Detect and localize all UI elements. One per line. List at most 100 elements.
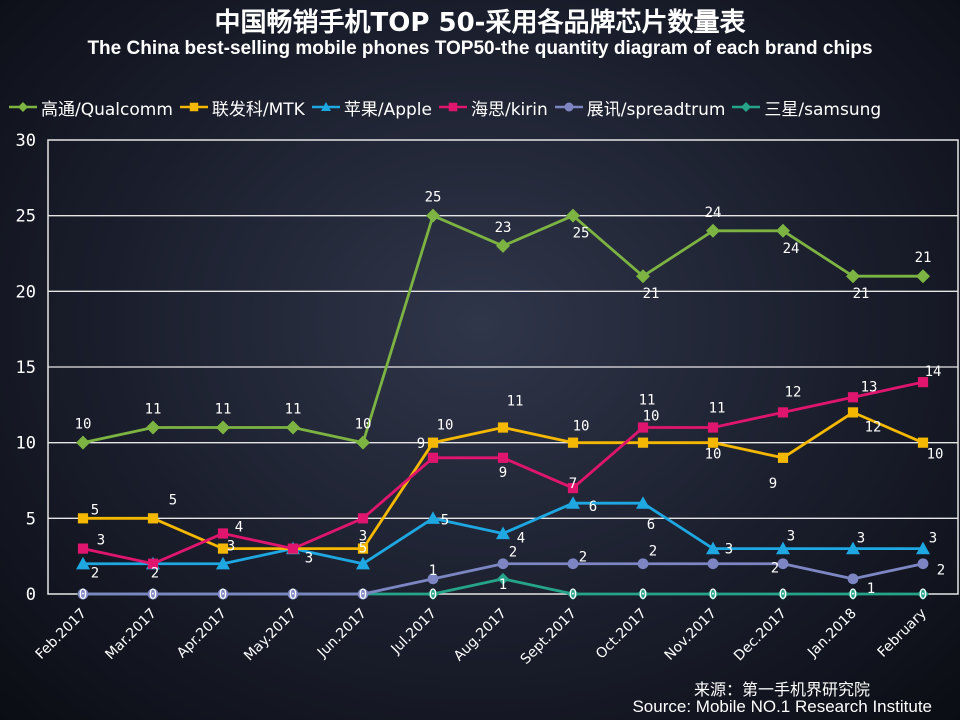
data-label: 7 xyxy=(569,476,577,492)
x-tick-label: Jan.2018 xyxy=(804,606,860,662)
data-point xyxy=(846,269,860,284)
data-point xyxy=(146,420,160,435)
data-label: 24 xyxy=(783,241,800,257)
data-label: 10 xyxy=(643,409,660,425)
data-point xyxy=(567,437,579,448)
source-cn: 来源：第一手机界研究院 xyxy=(693,680,870,699)
data-label: 0 xyxy=(779,587,787,603)
legend-marker xyxy=(448,102,458,112)
data-point xyxy=(287,543,299,554)
data-point xyxy=(216,556,230,570)
legend-label: 展讯/spreadtrum xyxy=(586,99,726,120)
data-point xyxy=(847,407,859,418)
data-label: 4 xyxy=(235,519,243,535)
x-tick-label: May.2017 xyxy=(241,606,300,665)
data-point xyxy=(776,223,790,238)
data-label: 5 xyxy=(441,512,449,528)
data-label: 14 xyxy=(925,364,942,380)
series-qualcomm xyxy=(76,208,930,450)
data-point xyxy=(777,407,789,418)
data-label: 11 xyxy=(639,393,656,409)
data-point xyxy=(497,422,509,433)
y-tick-label: 10 xyxy=(16,434,36,454)
y-tick-label: 5 xyxy=(26,509,36,529)
data-label: 1 xyxy=(867,581,875,597)
data-label: 4 xyxy=(517,530,525,546)
legend-item: 海思/kirin xyxy=(438,95,548,120)
data-label: 9 xyxy=(499,465,507,481)
data-label: 6 xyxy=(589,499,597,515)
data-label: 23 xyxy=(495,220,512,236)
data-point xyxy=(777,558,789,570)
x-tick-label: Dec.2017 xyxy=(731,606,790,665)
data-point xyxy=(217,528,229,539)
data-point xyxy=(356,435,370,450)
legend-item: 展讯/spreadtrum xyxy=(554,95,726,120)
legend-marker xyxy=(741,102,752,112)
data-point xyxy=(917,558,929,570)
data-point xyxy=(77,543,89,554)
y-tick-label: 25 xyxy=(16,207,36,227)
data-point xyxy=(637,558,649,570)
data-point xyxy=(847,588,859,600)
x-tick-label: Nov.2017 xyxy=(662,606,720,664)
data-label: 5 xyxy=(91,502,99,518)
x-tick-label: Feb.2017 xyxy=(33,606,90,663)
data-point xyxy=(147,588,159,600)
x-tick-label: Mar.2017 xyxy=(102,606,159,663)
data-label: 25 xyxy=(425,190,442,206)
legend-swatch xyxy=(9,102,37,112)
data-label: 10 xyxy=(75,417,92,433)
data-point xyxy=(776,541,790,555)
data-point xyxy=(497,558,509,570)
data-label: 3 xyxy=(359,529,367,545)
data-point xyxy=(567,482,579,494)
data-label: 3 xyxy=(929,531,937,547)
legend-marker xyxy=(320,102,331,111)
data-label: 0 xyxy=(569,587,577,603)
data-point xyxy=(777,588,789,600)
data-point xyxy=(426,208,440,223)
data-point xyxy=(497,452,509,463)
data-label: 10 xyxy=(705,447,722,463)
data-label: 21 xyxy=(915,250,932,266)
data-point xyxy=(636,269,650,284)
data-label: 2 xyxy=(151,566,159,582)
data-label: 25 xyxy=(573,226,590,242)
data-label: 2 xyxy=(649,544,657,560)
legend-swatch xyxy=(438,102,467,112)
legend-item: 高通/Qualcomm xyxy=(8,95,173,120)
data-point xyxy=(357,513,369,524)
data-label: 0 xyxy=(79,587,87,603)
data-label: 12 xyxy=(785,384,802,400)
data-point xyxy=(846,541,860,555)
legend-swatch xyxy=(179,102,208,112)
data-point xyxy=(566,208,580,223)
data-point xyxy=(707,437,719,448)
legend-swatch xyxy=(311,102,340,111)
data-label: 10 xyxy=(573,419,590,435)
data-label: 10 xyxy=(355,417,372,433)
data-point xyxy=(76,435,90,450)
data-point xyxy=(496,526,510,540)
series-kirin xyxy=(77,377,929,569)
data-label: 0 xyxy=(219,587,227,603)
x-tick-label: Oct.2017 xyxy=(593,606,650,663)
data-point xyxy=(777,452,789,463)
legend-label: 苹果/Apple xyxy=(343,99,432,120)
data-point xyxy=(287,588,299,600)
data-point xyxy=(637,588,649,600)
data-point xyxy=(77,513,89,524)
data-point xyxy=(286,420,300,435)
data-point xyxy=(217,588,229,600)
legend-label: 高通/Qualcomm xyxy=(41,99,173,120)
source-en: Source: Mobile NO.1 Research Institute xyxy=(632,697,932,716)
data-label: 9 xyxy=(769,476,777,492)
data-label: 1 xyxy=(429,563,437,579)
data-point xyxy=(707,558,719,570)
data-label: 0 xyxy=(429,587,437,603)
data-label: 0 xyxy=(149,587,157,603)
legend-item: 苹果/Apple xyxy=(311,95,432,120)
data-label: 11 xyxy=(215,402,232,418)
